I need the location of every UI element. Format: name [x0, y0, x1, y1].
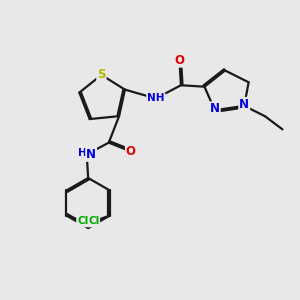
Text: S: S	[97, 68, 106, 81]
Text: O: O	[174, 54, 184, 67]
Text: N: N	[210, 102, 220, 115]
Text: Cl: Cl	[77, 216, 88, 226]
Text: Cl: Cl	[88, 216, 99, 226]
Text: NH: NH	[147, 94, 165, 103]
Text: N: N	[239, 98, 249, 111]
Text: O: O	[126, 145, 136, 158]
Text: H: H	[78, 148, 87, 158]
Text: N: N	[86, 148, 96, 161]
